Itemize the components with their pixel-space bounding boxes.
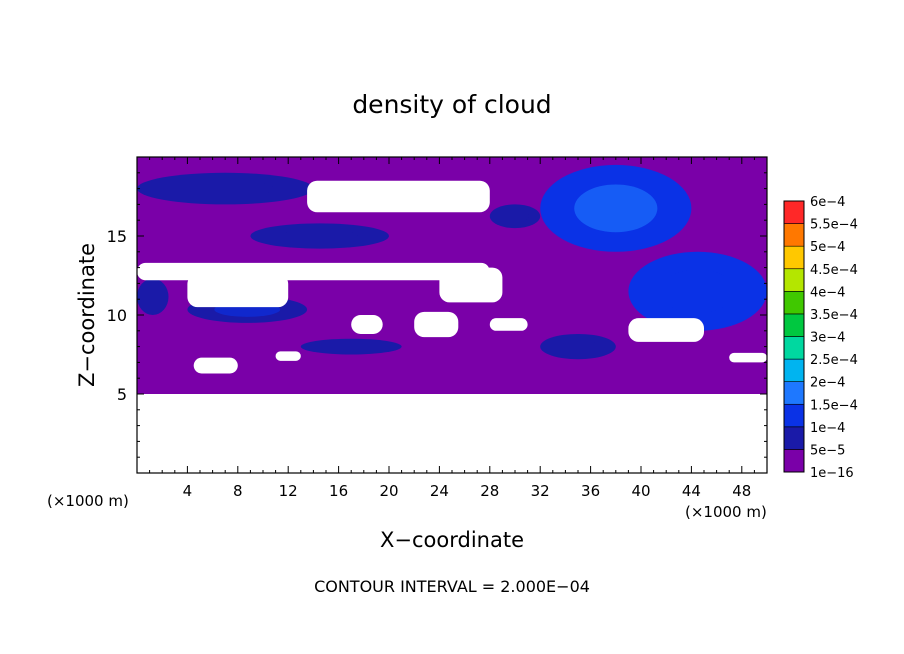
x-tick-label: 36 — [581, 482, 600, 500]
colorbar-swatch-5 — [783, 336, 805, 360]
clear-patch-5 — [414, 311, 459, 338]
colorbar-swatch-11 — [783, 200, 805, 224]
x-tick-label: 8 — [233, 482, 243, 500]
colorbar-label: 5.5e−4 — [810, 218, 858, 233]
colorbar-label: 1e−4 — [810, 421, 845, 436]
colorbar-swatch-7 — [783, 291, 805, 315]
colorbar-swatch-8 — [783, 268, 805, 292]
colorbar-label: 5e−5 — [810, 443, 845, 458]
x-tick-label: 40 — [631, 482, 650, 500]
cloud-core-inner-8 — [501, 209, 529, 223]
colorbar-label: 2e−4 — [810, 376, 845, 391]
clear-patch-6 — [489, 318, 528, 331]
colorbar-swatch-10 — [783, 223, 805, 247]
cloud-density-cores — [137, 164, 767, 360]
colorbar-frame — [783, 200, 805, 473]
colorbar-swatch-0 — [783, 449, 805, 473]
clear-patch-2 — [439, 267, 503, 303]
cloud-core-inner-2 — [176, 179, 274, 198]
colorbar-swatch-1 — [783, 426, 805, 450]
x-axis-label: X−coordinate — [380, 528, 524, 552]
cloud-core-inner-1 — [659, 269, 736, 314]
colorbar: 1e−16 5e−5 1e−4 1.5e−4 2e−4 2.5e−4 3e−4 3.5e−4 4… — [783, 195, 858, 481]
clear-patch-4 — [351, 315, 383, 334]
clear-patch-8 — [729, 352, 767, 363]
colorbar-label: 4e−4 — [810, 285, 845, 300]
y-tick-label: 15 — [107, 227, 127, 246]
y-axis: 5 10 15 — [107, 172, 767, 458]
colorbar-label: 3e−4 — [810, 331, 845, 346]
no-cloud-region — [137, 394, 767, 473]
clear-patch-0 — [307, 180, 490, 213]
colorbar-label: 5e−4 — [810, 240, 845, 255]
cloud-core-inner-7 — [281, 229, 358, 243]
clear-patch-7 — [628, 318, 704, 342]
y-tick-label: 5 — [117, 385, 127, 404]
colorbar-swatch-3 — [783, 381, 805, 405]
y-axis-label: Z−coordinate — [75, 243, 99, 387]
contour-interval-note: CONTOUR INTERVAL = 2.000E−04 — [314, 577, 590, 596]
colorbar-label: 6e−4 — [810, 195, 845, 210]
chart-title: density of cloud — [352, 90, 551, 119]
colorbar-label: 3.5e−4 — [810, 308, 858, 323]
x-unit-left: (×1000 m) — [47, 492, 129, 510]
x-tick-label: 12 — [279, 482, 298, 500]
x-tick-label: 44 — [682, 482, 701, 500]
clear-patch-9 — [193, 357, 238, 374]
cloud-core-inner-3 — [144, 286, 162, 307]
colorbar-swatch-2 — [783, 403, 805, 428]
colorbar-label: 1e−16 — [810, 466, 854, 481]
x-unit-right: (×1000 m) — [685, 503, 767, 521]
clear-patch-3 — [187, 273, 289, 308]
colorbar-swatch-6 — [783, 313, 805, 337]
cloud-core-inner-6 — [557, 339, 599, 354]
colorbar-label: 4.5e−4 — [810, 263, 858, 278]
colorbar-label: 1.5e−4 — [810, 398, 858, 413]
x-tick-label: 32 — [531, 482, 550, 500]
clear-patch-10 — [275, 351, 301, 361]
clear-air-patches — [137, 180, 767, 374]
colorbar-label: 2.5e−4 — [810, 353, 858, 368]
x-tick-label: 28 — [480, 482, 499, 500]
x-tick-label: 4 — [183, 482, 193, 500]
x-axis: 4 8 12 16 20 24 28 32 36 40 44 48 — [149, 157, 755, 500]
cloud-core-inner-0 — [574, 184, 658, 233]
x-tick-label: 20 — [379, 482, 398, 500]
y-tick-label: 10 — [107, 306, 127, 325]
x-tick-label: 16 — [329, 482, 348, 500]
plot-area — [136, 156, 768, 474]
cloud-core-inner-5 — [323, 342, 379, 351]
x-tick-label: 24 — [430, 482, 449, 500]
colorbar-swatch-9 — [783, 245, 805, 270]
colorbar-swatch-4 — [783, 358, 805, 382]
x-tick-label: 48 — [732, 482, 751, 500]
